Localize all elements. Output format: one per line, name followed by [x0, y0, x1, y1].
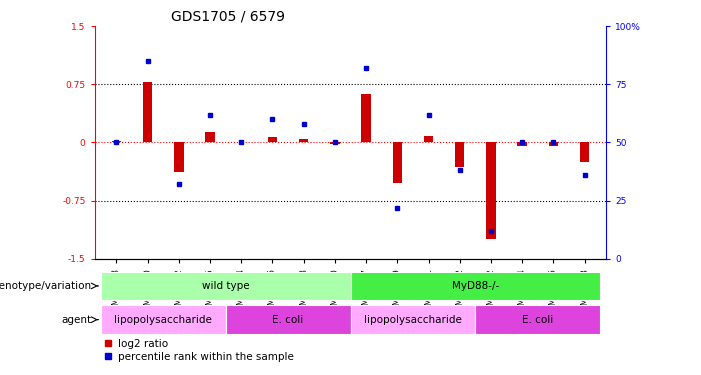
Text: MyD88-/-: MyD88-/- [451, 281, 499, 291]
Bar [299, 139, 308, 142]
Bar [330, 142, 339, 144]
Bar [268, 137, 277, 142]
Text: agent: agent [61, 315, 91, 325]
Text: GDS1705 / 6579: GDS1705 / 6579 [172, 10, 285, 24]
Text: lipopolysaccharide: lipopolysaccharide [114, 315, 212, 325]
Bar [111, 141, 121, 142]
Bar [101, 305, 226, 334]
Text: genotype/variation: genotype/variation [0, 281, 91, 291]
Text: E. coli: E. coli [273, 315, 304, 325]
Bar [424, 136, 433, 142]
Bar [517, 142, 526, 146]
Bar [143, 82, 152, 142]
Bar [549, 142, 558, 146]
Bar [455, 142, 464, 167]
Bar [175, 142, 184, 172]
Text: lipopolysaccharide: lipopolysaccharide [364, 315, 462, 325]
Bar [205, 132, 215, 142]
Bar [475, 305, 600, 334]
Text: E. coli: E. coli [522, 315, 553, 325]
Bar [486, 142, 496, 239]
Bar [350, 272, 600, 300]
Bar [393, 142, 402, 183]
Bar [580, 142, 590, 162]
Bar [350, 305, 475, 334]
Bar [226, 305, 350, 334]
Bar [101, 272, 350, 300]
Text: wild type: wild type [202, 281, 250, 291]
Legend: log2 ratio, percentile rank within the sample: log2 ratio, percentile rank within the s… [100, 334, 298, 366]
Bar [362, 94, 371, 142]
